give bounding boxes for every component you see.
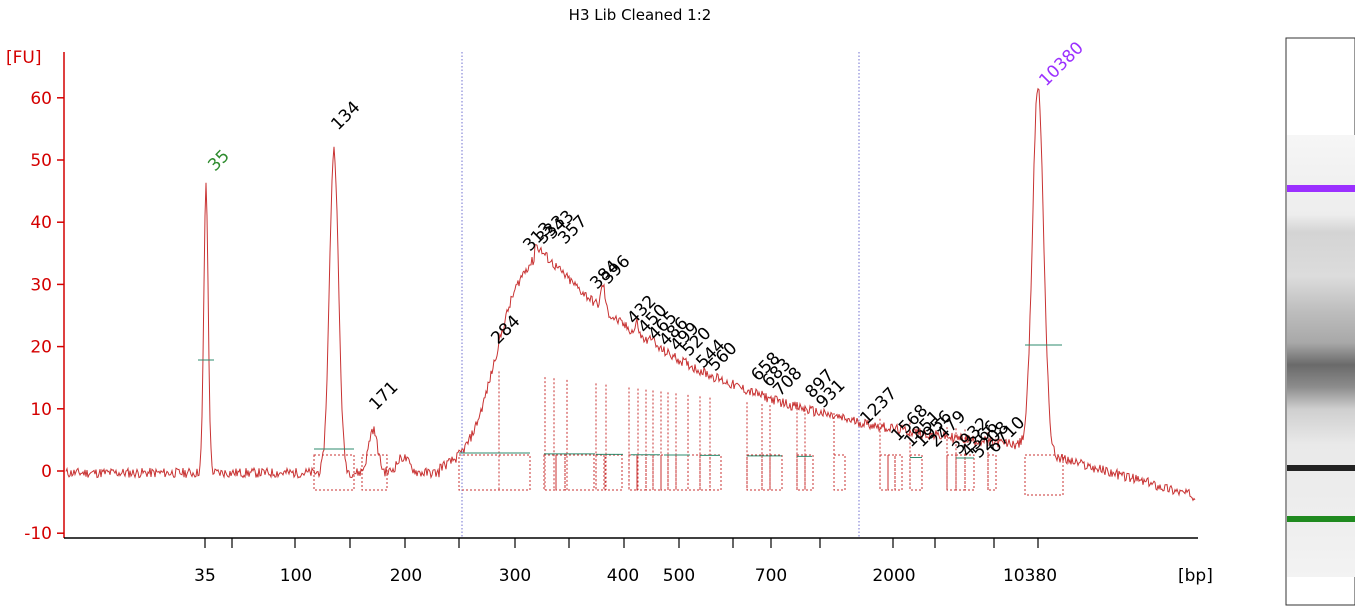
y-tick-label: 30 — [30, 275, 52, 295]
peak-integration-box — [660, 454, 669, 491]
peak-label: 171 — [365, 377, 402, 414]
y-axis-label: [FU] — [6, 48, 42, 68]
peak-integration-box — [769, 454, 783, 491]
peak-integration-box — [675, 454, 689, 491]
y-tick-label: 40 — [30, 213, 52, 233]
y-tick-label: 20 — [30, 338, 52, 358]
peak-integration-box — [796, 454, 806, 491]
peak-integration-box — [879, 454, 889, 491]
peak-label: 134 — [327, 97, 364, 134]
marker-label: 35 — [204, 146, 233, 175]
y-tick-label: -10 — [24, 524, 52, 544]
electropherogram-trace — [65, 87, 1196, 502]
x-tick-label: 400 — [607, 566, 639, 586]
gel-dark-band — [1287, 465, 1355, 471]
peak-integration-box — [987, 454, 997, 491]
x-axis-label: [bp] — [1178, 566, 1213, 586]
peak-integration-box — [746, 454, 763, 491]
peak-integration-box — [909, 454, 923, 491]
chart-title: H3 Lib Cleaned 1:2 — [569, 6, 712, 24]
peak-integration-box — [458, 454, 531, 491]
peak-integration-box — [652, 454, 662, 491]
peak-integration-box — [604, 454, 623, 491]
peak-integration-box — [564, 454, 595, 491]
x-tick-label: 200 — [390, 566, 422, 586]
gel-lower-marker-band — [1287, 516, 1355, 522]
x-tick-label: 2000 — [872, 566, 915, 586]
peak-integration-box — [894, 454, 903, 491]
peak-integration-box — [709, 454, 722, 491]
peak-integration-box — [543, 454, 557, 491]
peak-integration-box — [313, 454, 355, 491]
peak-integration-box — [1024, 454, 1064, 496]
peak-integration-box — [804, 454, 814, 491]
gel-lane — [1285, 37, 1355, 606]
gel-smear — [1287, 135, 1355, 577]
x-tick-label: 10380 — [1003, 566, 1057, 586]
peak-integration-box — [887, 454, 896, 491]
x-tick-label: 35 — [194, 566, 216, 586]
peak-integration-box — [595, 454, 605, 491]
peak-integration-box — [645, 454, 654, 491]
y-tick-label: 50 — [30, 151, 52, 171]
y-tick-label: 60 — [30, 89, 52, 109]
y-tick-label: 0 — [41, 462, 52, 482]
peak-label: 1237 — [856, 384, 901, 429]
x-tick-label: 300 — [499, 566, 531, 586]
x-tick-label: 500 — [663, 566, 695, 586]
x-tick-label: 700 — [755, 566, 787, 586]
peak-integration-box — [667, 454, 677, 491]
peak-integration-box — [699, 454, 711, 491]
peak-integration-box — [955, 454, 966, 491]
peak-integration-box — [687, 454, 701, 491]
peak-integration-box — [964, 454, 975, 491]
plot-area: -10 0 10 20 30 40 50 60 35 100 200 300 400 500 700 2000… — [24, 38, 1198, 586]
peak-integration-box — [361, 454, 388, 491]
peak-integration-box — [833, 454, 846, 491]
marker-label: 10380 — [1035, 38, 1087, 90]
peak-integration-box — [555, 454, 566, 491]
peak-integration-box — [946, 454, 957, 491]
gel-upper-marker-band — [1287, 185, 1355, 192]
peak-label: 284 — [487, 311, 524, 348]
y-tick-label: 10 — [30, 400, 52, 420]
x-tick-label: 100 — [280, 566, 312, 586]
peak-integration-box — [628, 454, 638, 491]
peak-integration-box — [761, 454, 771, 491]
